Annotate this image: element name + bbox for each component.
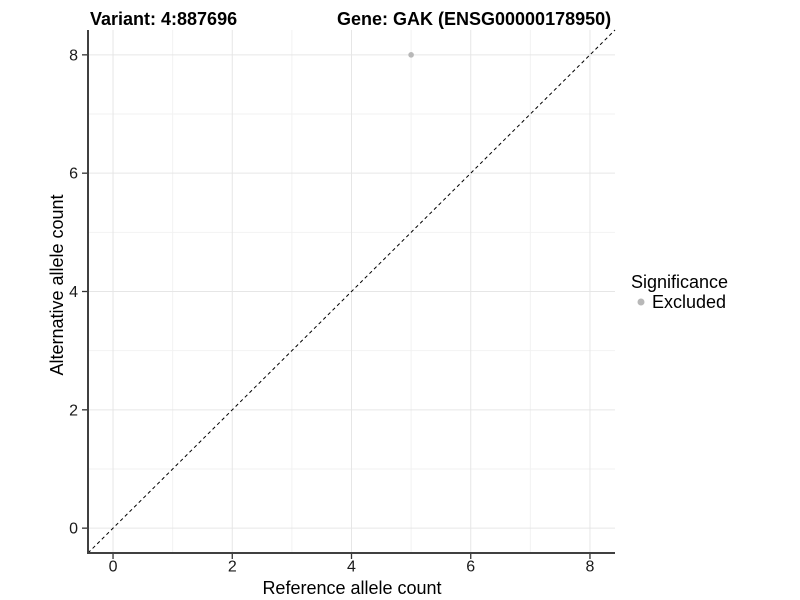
- x-tick-label: 4: [347, 559, 356, 576]
- x-tick-label: 2: [228, 559, 237, 576]
- plot-title-variant: Variant: 4:887696: [90, 9, 237, 29]
- y-tick-label: 6: [69, 166, 78, 183]
- y-tick-label: 0: [69, 521, 78, 538]
- data-points: [408, 52, 414, 58]
- identity-reference-line: [87, 29, 616, 554]
- legend-excluded-swatch-icon: [637, 298, 645, 306]
- legend: Significance Excluded: [631, 272, 728, 312]
- x-axis-label: Reference allele count: [262, 578, 441, 598]
- y-axis-label: Alternative allele count: [47, 194, 67, 375]
- identity-line: [87, 29, 616, 554]
- legend-item-label-excluded: Excluded: [652, 292, 726, 312]
- y-tick-label: 4: [69, 284, 78, 301]
- x-tick-label: 6: [466, 559, 475, 576]
- y-tick-label: 8: [69, 47, 78, 64]
- y-tick-label: 2: [69, 402, 78, 419]
- x-tick-label: 8: [586, 559, 595, 576]
- data-point-excluded: [408, 52, 414, 58]
- tick-labels: 0 2 4 6 8 0 2 4 6 8: [69, 47, 594, 575]
- axis-lines-and-ticks: [82, 30, 615, 559]
- legend-title: Significance: [631, 272, 728, 292]
- major-gridlines: [88, 30, 615, 553]
- x-tick-label: 0: [109, 559, 118, 576]
- plot-title-gene: Gene: GAK (ENSG00000178950): [337, 9, 611, 29]
